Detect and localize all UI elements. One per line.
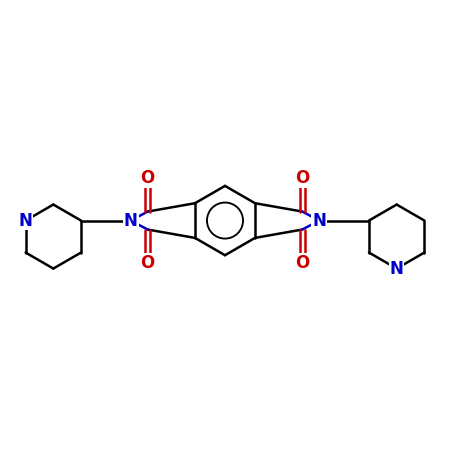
Text: O: O	[295, 254, 310, 272]
Text: N: N	[312, 212, 326, 230]
Text: N: N	[390, 260, 404, 278]
Text: O: O	[140, 169, 155, 187]
Text: O: O	[295, 169, 310, 187]
Text: O: O	[140, 254, 155, 272]
Text: N: N	[124, 212, 138, 230]
Text: N: N	[19, 212, 32, 230]
